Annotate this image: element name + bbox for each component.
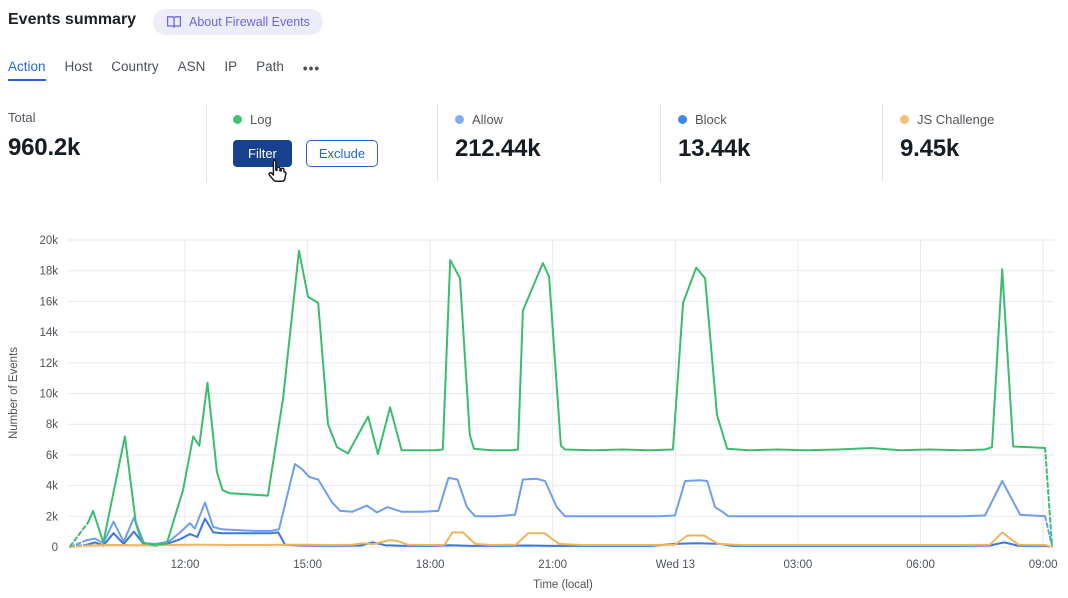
y-tick-label: 4k	[46, 481, 58, 493]
stat-card-label: JS Challenge	[917, 112, 995, 127]
page-title: Events summary	[8, 11, 137, 28]
total-label: Total	[8, 110, 36, 125]
x-tick-label: 21:00	[538, 559, 567, 571]
series-line-js-challenge	[85, 531, 1047, 547]
x-tick-label: 18:00	[416, 559, 445, 571]
y-tick-label: 20k	[39, 235, 58, 247]
stat-card-value: 13.44k	[678, 135, 751, 162]
tab-path[interactable]: Path	[256, 59, 284, 74]
y-tick-label: 6k	[46, 450, 58, 462]
log-stat: Log Filter Exclude	[233, 112, 379, 167]
tab-asn[interactable]: ASN	[177, 59, 206, 74]
x-tick-label: 12:00	[171, 559, 200, 571]
stat-divider	[437, 104, 438, 182]
tab-ip[interactable]: IP	[224, 59, 238, 74]
tab-host[interactable]: Host	[64, 59, 93, 74]
series-line-lead-out-log	[1044, 447, 1053, 547]
stat-divider	[660, 104, 661, 182]
y-axis-title: Number of Events	[8, 347, 20, 439]
allow-legend-dot	[455, 115, 464, 124]
y-tick-label: 14k	[39, 327, 58, 339]
log-label: Log	[250, 112, 272, 127]
x-tick-label: 03:00	[784, 559, 813, 571]
y-tick-label: 16k	[39, 296, 58, 308]
x-tick-label: 09:00	[1029, 559, 1058, 571]
log-legend-dot	[233, 115, 242, 124]
series-line-lead-in-js-challenge	[69, 544, 88, 548]
tab-country[interactable]: Country	[111, 59, 159, 74]
x-tick-label: 15:00	[293, 559, 322, 571]
stat-card-value: 9.45k	[900, 135, 960, 162]
dimension-tabs: Action Host Country ASN IP Path •••	[8, 59, 320, 81]
stat-card-allow: Allow 212.44k	[455, 112, 541, 163]
about-badge-label: About Firewall Events	[189, 15, 310, 29]
tabs-more-ellipsis[interactable]: •••	[302, 61, 321, 76]
stat-card-block: Block 13.44k	[678, 112, 750, 163]
y-tick-label: 18k	[39, 266, 58, 278]
series-line-lead-out-js-challenge	[1044, 544, 1053, 548]
js-challenge-legend-dot	[900, 115, 909, 124]
tab-action[interactable]: Action	[8, 59, 46, 81]
stat-card-js-challenge: JS Challenge 9.45k	[900, 112, 994, 163]
series-line-allow	[85, 463, 1047, 545]
y-tick-label: 8k	[46, 419, 58, 431]
series-line-log	[87, 249, 1047, 546]
y-tick-label: 2k	[46, 511, 58, 523]
stat-card-label: Block	[695, 112, 727, 127]
total-value: 960.2k	[8, 134, 81, 161]
y-tick-label: 0	[52, 542, 58, 554]
about-firewall-events-badge[interactable]: About Firewall Events	[153, 9, 323, 35]
series-line-lead-in-log	[69, 521, 90, 548]
total-stat: Total 960.2k	[8, 110, 80, 162]
stat-divider	[206, 104, 207, 182]
stat-divider	[882, 104, 883, 182]
x-tick-label: Wed 13	[656, 559, 695, 571]
y-tick-label: 10k	[39, 389, 58, 401]
x-axis-title: Time (local)	[533, 579, 593, 591]
stat-card-label: Allow	[472, 112, 504, 127]
x-tick-label: 06:00	[906, 559, 935, 571]
exclude-button[interactable]: Exclude	[305, 140, 379, 167]
y-tick-label: 12k	[39, 358, 58, 370]
book-icon	[166, 15, 182, 29]
block-legend-dot	[678, 115, 687, 124]
stat-card-value: 212.44k	[455, 135, 541, 162]
series-line-block	[85, 517, 1047, 547]
